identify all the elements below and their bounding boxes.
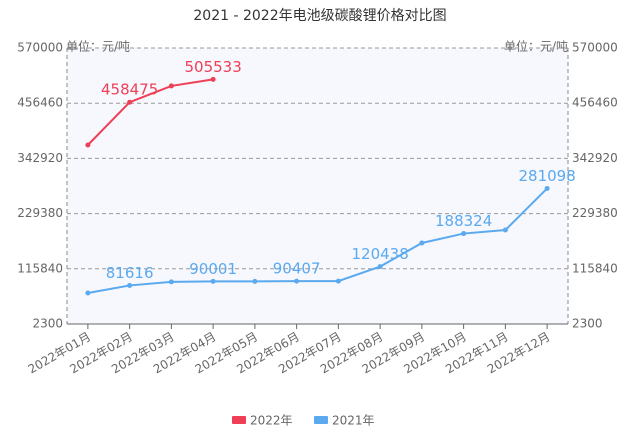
y2-axis-label: 单位：元/吨 bbox=[504, 39, 568, 54]
legend-label: 2021年 bbox=[332, 414, 375, 428]
y-axis-label: 单位：元/吨 bbox=[66, 39, 130, 54]
value-label: 505533 bbox=[184, 58, 241, 76]
value-label: 458475 bbox=[101, 81, 158, 99]
y2-tick-label: 342920 bbox=[572, 151, 618, 165]
value-label: 90407 bbox=[273, 260, 321, 278]
data-point bbox=[252, 278, 258, 284]
value-label: 81616 bbox=[106, 264, 154, 282]
y-tick-label: 570000 bbox=[17, 41, 63, 55]
data-point bbox=[419, 240, 425, 246]
legend-swatch bbox=[314, 416, 328, 424]
data-point bbox=[294, 278, 300, 284]
legend-swatch bbox=[232, 416, 246, 424]
data-point bbox=[168, 83, 174, 89]
data-point bbox=[210, 278, 216, 284]
data-point bbox=[461, 231, 467, 237]
data-point bbox=[85, 290, 91, 296]
value-label: 281098 bbox=[518, 167, 575, 185]
y2-tick-label: 2300 bbox=[572, 317, 603, 331]
y-tick-label: 342920 bbox=[17, 151, 63, 165]
data-point bbox=[210, 76, 216, 82]
data-point bbox=[168, 279, 174, 285]
data-point bbox=[127, 282, 133, 288]
y-tick-label: 229380 bbox=[17, 206, 63, 220]
y2-tick-label: 456460 bbox=[572, 96, 618, 110]
y2-tick-label: 570000 bbox=[572, 41, 618, 55]
data-point bbox=[377, 264, 383, 270]
series-line bbox=[87, 78, 214, 146]
legend-label: 2022年 bbox=[250, 414, 293, 428]
value-label: 120438 bbox=[351, 245, 408, 263]
data-point bbox=[502, 227, 508, 233]
y-tick-label: 2300 bbox=[32, 317, 63, 331]
value-label: 90001 bbox=[189, 260, 237, 278]
y2-tick-label: 229380 bbox=[572, 206, 618, 220]
data-point bbox=[127, 99, 133, 105]
series-line bbox=[87, 187, 548, 295]
y2-tick-label: 115840 bbox=[572, 261, 618, 275]
y-tick-label: 115840 bbox=[17, 261, 63, 275]
chart-title: 2021 - 2022年电池级碳酸锂价格对比图 bbox=[193, 8, 446, 24]
data-point bbox=[544, 185, 550, 191]
data-point bbox=[335, 278, 341, 284]
value-label: 188324 bbox=[435, 212, 492, 230]
data-point bbox=[85, 142, 91, 148]
y-tick-label: 456460 bbox=[17, 96, 63, 110]
